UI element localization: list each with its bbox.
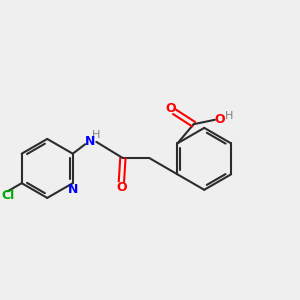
Text: N: N — [68, 183, 79, 196]
Text: N: N — [85, 135, 95, 148]
Text: O: O — [166, 102, 176, 115]
Text: H: H — [225, 111, 233, 121]
Text: Cl: Cl — [2, 189, 15, 202]
Text: H: H — [92, 130, 100, 140]
Text: O: O — [116, 181, 127, 194]
Text: O: O — [214, 113, 225, 126]
